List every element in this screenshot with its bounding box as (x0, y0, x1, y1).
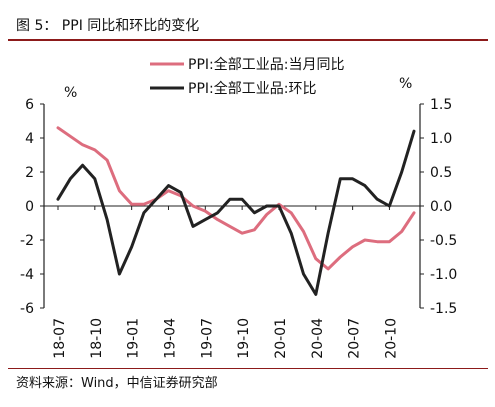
line-chart: 6 4 2 0 -2 -4 -6 1.5 1.0 0.5 0.0 -0.5 -1.0 -1.5 18-07 1… (20, 56, 457, 359)
right-tick-label: 0.5 (430, 165, 452, 181)
right-axis-unit: % (399, 76, 412, 92)
right-tick-label: -1.5 (430, 301, 457, 317)
left-tick-label: 0 (25, 199, 34, 215)
left-tick-label: 2 (25, 165, 34, 181)
title-rule (8, 39, 488, 41)
series-layer (56, 126, 416, 296)
x-tick-label: 19-10 (236, 318, 252, 359)
axes-layer: 6 4 2 0 -2 -4 -6 1.5 1.0 0.5 0.0 -0.5 -1.0 -1.5 18-07 1… (20, 97, 457, 359)
series-line-mom (56, 129, 416, 296)
left-tick-label: 4 (25, 131, 34, 147)
legend-label-yoy: PPI:全部工业品:当月同比 (188, 56, 344, 73)
left-tick-label: -6 (20, 301, 34, 317)
x-tick-label: 20-07 (347, 318, 363, 359)
left-tick-label: 6 (25, 97, 34, 113)
source-rule (8, 368, 488, 369)
right-tick-label: 1.0 (430, 131, 452, 147)
x-tick-label: 19-04 (162, 318, 178, 359)
x-tick-label: 20-04 (310, 318, 326, 359)
left-tick-label: -4 (20, 267, 34, 283)
figure-title: 图 5： PPI 同比和环比的变化 (16, 18, 200, 34)
x-tick-label: 19-01 (126, 318, 142, 359)
x-tick-label: 18-10 (89, 318, 105, 359)
series-line-yoy (56, 126, 416, 271)
left-tick-label: -2 (20, 233, 34, 249)
x-tick-label: 20-01 (273, 318, 289, 359)
left-axis-unit: % (64, 85, 77, 101)
right-tick-label: 0.0 (430, 199, 452, 215)
right-tick-label: 1.5 (430, 97, 452, 113)
x-tick-label: 18-07 (52, 318, 68, 359)
source-note: 资料来源：Wind，中信证券研究部 (16, 376, 218, 391)
legend: PPI:全部工业品:当月同比 PPI:全部工业品:环比 (150, 56, 344, 97)
x-tick-label: 19-07 (199, 318, 215, 359)
x-tick-label: 20-10 (383, 318, 399, 359)
right-tick-label: -0.5 (430, 233, 457, 249)
right-tick-label: -1.0 (430, 267, 457, 283)
legend-label-mom: PPI:全部工业品:环比 (188, 80, 316, 97)
